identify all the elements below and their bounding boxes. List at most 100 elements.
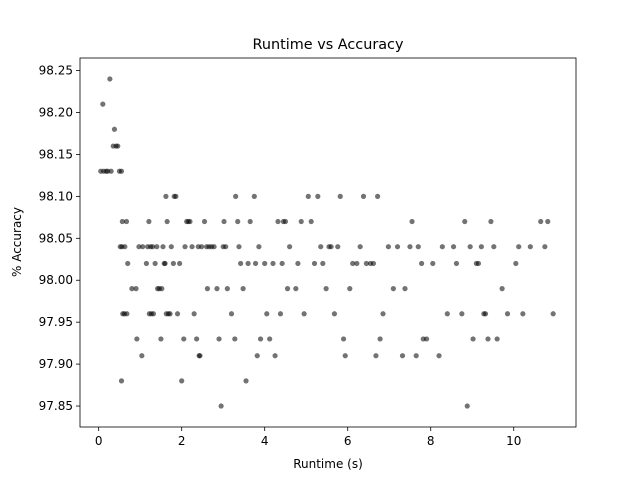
- data-point: [139, 353, 145, 359]
- data-point: [347, 286, 353, 292]
- data-point: [385, 244, 391, 250]
- data-point: [211, 244, 217, 250]
- data-point: [182, 244, 188, 250]
- data-point: [187, 218, 193, 225]
- data-point: [272, 353, 278, 359]
- data-point: [133, 286, 139, 292]
- data-point: [450, 244, 457, 250]
- data-point: [308, 218, 314, 225]
- data-point: [402, 286, 408, 292]
- data-point: [111, 126, 118, 132]
- data-point: [129, 286, 135, 292]
- data-point: [267, 336, 273, 342]
- y-tick-label: 97.90: [39, 357, 73, 371]
- data-point: [282, 218, 289, 225]
- data-point: [415, 244, 421, 250]
- data-point: [504, 311, 511, 317]
- data-point: [527, 244, 533, 250]
- data-point: [436, 353, 442, 359]
- y-tick-label: 97.95: [39, 315, 73, 329]
- data-point: [413, 353, 419, 359]
- data-point: [409, 218, 415, 225]
- data-point: [470, 336, 476, 342]
- data-point: [199, 244, 205, 250]
- data-point: [224, 286, 230, 292]
- x-ticks: 0 2 4 6 8 10: [95, 427, 521, 448]
- data-point: [444, 311, 450, 317]
- data-point: [305, 193, 311, 199]
- data-point: [328, 244, 334, 250]
- data-point: [125, 260, 131, 267]
- x-tick-label: 10: [506, 434, 521, 448]
- data-point: [168, 244, 174, 250]
- data-point: [154, 244, 160, 250]
- data-point: [181, 336, 187, 342]
- data-point: [485, 336, 491, 342]
- data-point: [160, 244, 166, 250]
- data-point: [399, 353, 406, 359]
- data-point: [475, 260, 482, 267]
- data-point: [159, 286, 165, 292]
- x-tick-label: 6: [344, 434, 352, 448]
- data-point: [107, 76, 113, 82]
- data-point: [235, 218, 241, 225]
- y-ticks: 97.85 97.90 97.95 98.00 98.05 98.10 98.15 98.20…: [39, 64, 80, 413]
- data-point: [163, 193, 169, 199]
- data-point: [287, 244, 293, 250]
- data-point: [118, 378, 125, 384]
- data-point: [119, 218, 125, 225]
- data-point: [394, 244, 401, 250]
- data-point: [390, 286, 396, 292]
- data-point: [538, 218, 544, 225]
- data-point: [370, 260, 377, 267]
- plot-frame: [79, 57, 577, 428]
- data-point: [513, 260, 519, 267]
- data-point: [262, 260, 268, 267]
- data-point: [331, 311, 338, 317]
- data-point: [228, 311, 235, 317]
- y-axis-title: % Accuracy: [10, 207, 24, 277]
- data-point: [123, 218, 130, 225]
- data-point: [350, 260, 356, 267]
- data-point: [407, 244, 413, 250]
- data-point: [275, 218, 281, 225]
- data-point: [459, 311, 465, 317]
- data-point: [218, 403, 224, 409]
- data-point: [146, 218, 152, 225]
- data-point: [167, 311, 173, 317]
- data-point: [174, 311, 181, 317]
- data-point: [245, 260, 251, 267]
- data-point: [360, 193, 367, 199]
- data-point: [277, 311, 284, 317]
- y-tick-label: 98.15: [39, 147, 73, 161]
- data-point: [520, 311, 526, 317]
- data-point: [177, 260, 183, 267]
- data-point: [491, 244, 497, 250]
- data-point: [158, 336, 164, 342]
- data-point: [298, 218, 304, 225]
- data-point: [478, 244, 484, 250]
- data-point: [380, 311, 386, 317]
- data-point: [270, 260, 276, 267]
- data-point: [320, 260, 326, 267]
- data-point: [363, 260, 369, 267]
- data-point: [254, 353, 260, 359]
- data-point: [335, 244, 341, 250]
- data-point: [243, 378, 249, 384]
- data-point: [315, 193, 321, 199]
- data-point: [311, 260, 318, 267]
- data-point: [430, 260, 436, 267]
- data-point: [201, 218, 208, 225]
- data-point: [161, 260, 167, 267]
- data-point: [279, 260, 285, 267]
- data-point: [108, 168, 114, 174]
- data-point: [340, 336, 347, 342]
- data-point: [194, 336, 200, 342]
- data-point: [373, 353, 379, 359]
- y-tick-label: 98.10: [39, 189, 73, 203]
- x-tick-label: 2: [178, 434, 186, 448]
- data-point: [264, 311, 270, 317]
- data-point: [542, 244, 548, 250]
- x-tick-label: 0: [95, 434, 103, 448]
